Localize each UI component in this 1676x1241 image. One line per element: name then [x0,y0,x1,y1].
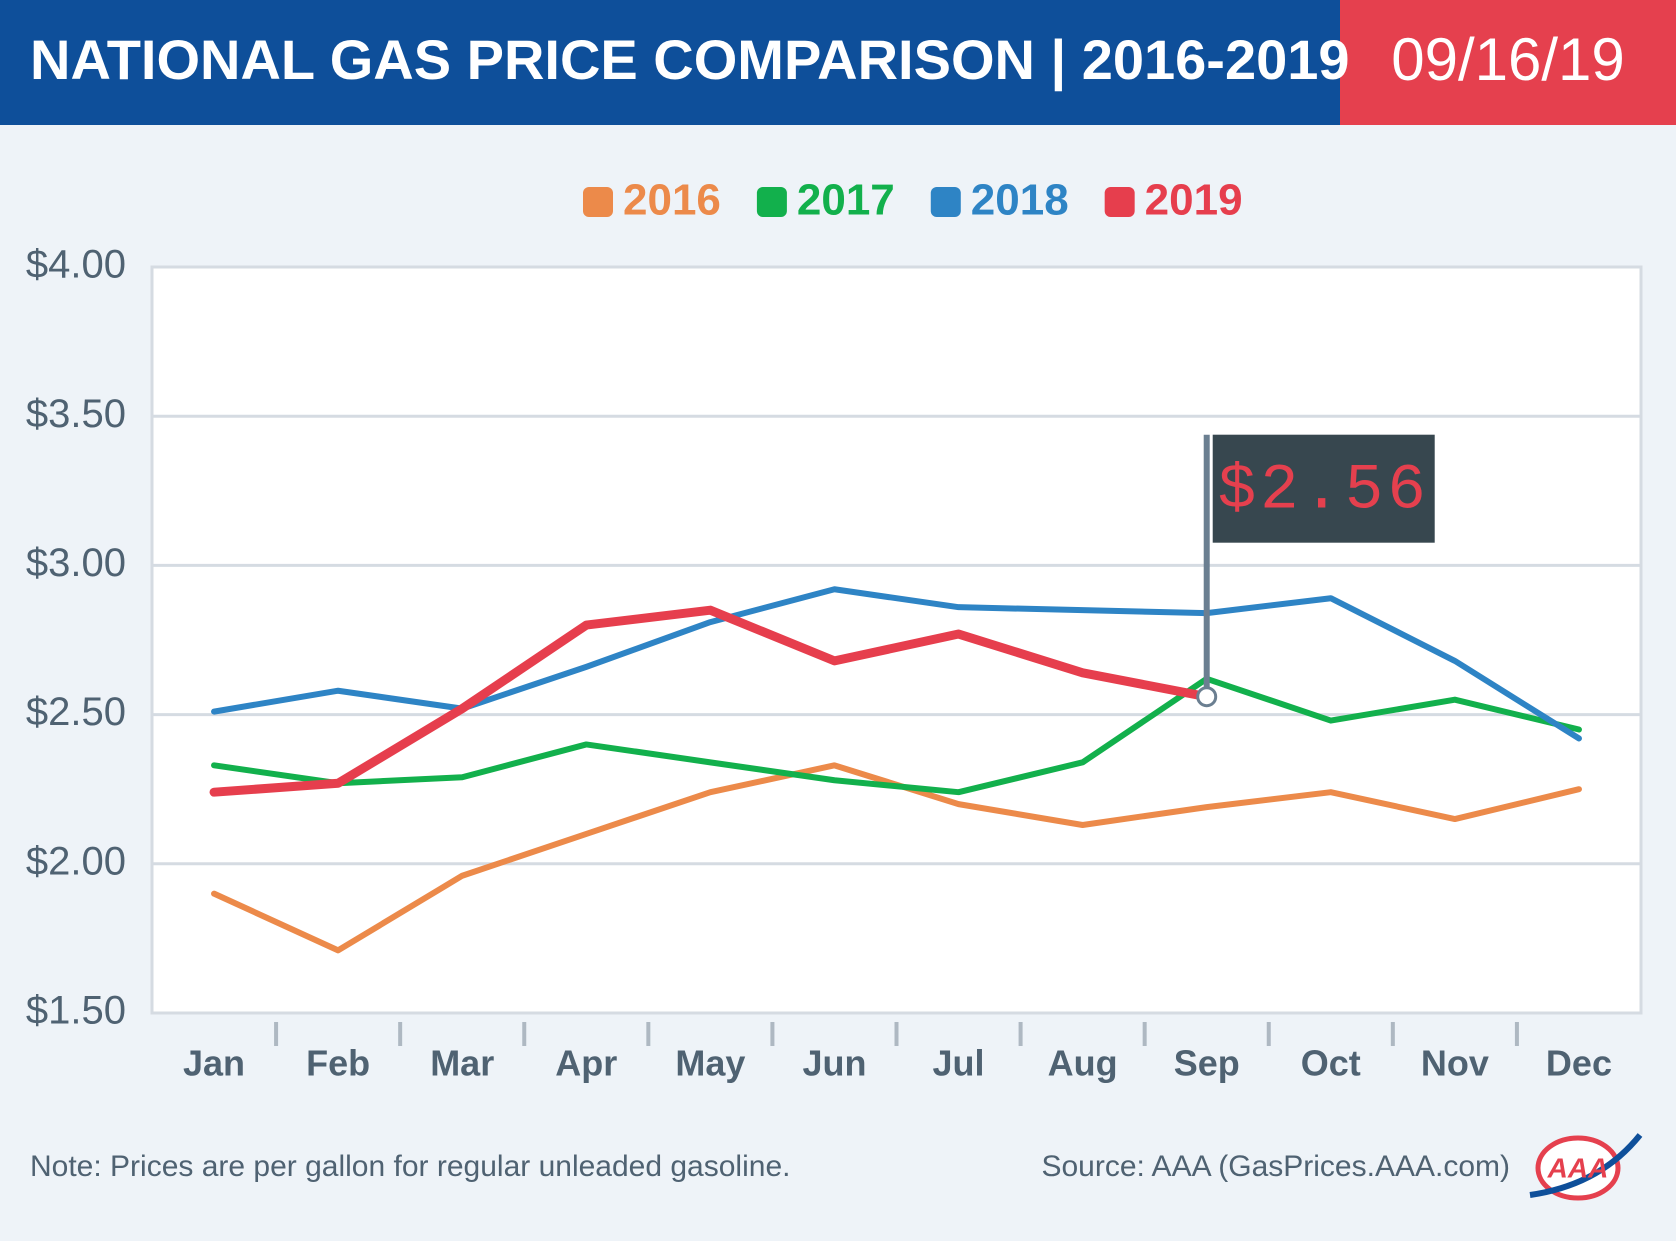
x-tick-label: Mar [430,1043,494,1084]
x-tick-label: Nov [1421,1043,1489,1084]
logo-text: AAA [1547,1152,1609,1183]
y-tick-label: $4.00 [26,243,126,287]
chart-title: NATIONAL GAS PRICE COMPARISON | 2016-201… [30,28,1350,92]
legend-label: 2016 [623,176,721,225]
legend-label: 2017 [797,176,895,225]
x-tick-label: May [675,1043,745,1084]
x-tick-label: Sep [1174,1043,1240,1084]
plot-area [150,265,1643,1015]
x-tick-label: Jul [933,1043,985,1084]
logo-swoosh [1529,1133,1643,1198]
header-bar [0,0,1340,125]
y-tick-label: $3.00 [26,541,126,585]
x-tick-label: Jun [802,1043,866,1084]
callout-label: $2.56 [1218,456,1430,528]
y-tick-label: $3.50 [26,392,126,436]
series-line [211,586,1582,742]
series-line [209,605,1212,797]
date-bar [1340,0,1676,125]
legend-label: 2018 [971,176,1069,225]
x-tick-label: Feb [306,1043,370,1084]
y-tick-label: $2.50 [26,690,126,734]
chart-date: 09/16/19 [1391,26,1625,93]
note: Note: Prices are per gallon for regular … [30,1150,790,1183]
x-tick-label: Dec [1546,1043,1612,1084]
y-tick-label: $2.00 [26,839,126,883]
x-tick-label: Oct [1301,1043,1361,1084]
callout-box [1212,434,1435,543]
source: Source: AAA (GasPrices.AAA.com) [1041,1150,1510,1183]
logo: AAA [1529,1133,1643,1201]
legend-swatch [583,187,613,217]
y-tick-label: $1.50 [26,989,126,1033]
legend-swatch [930,187,961,217]
x-tick-label: Apr [555,1043,617,1084]
legend-label: 2019 [1145,176,1243,225]
callout-point [1196,686,1218,708]
x-tick-label: Aug [1048,1043,1118,1084]
logo-ring [1535,1135,1621,1201]
legend-swatch [1104,187,1135,217]
legend-swatch [756,187,787,217]
series-line [211,675,1582,796]
x-tick-label: Jan [183,1043,245,1084]
